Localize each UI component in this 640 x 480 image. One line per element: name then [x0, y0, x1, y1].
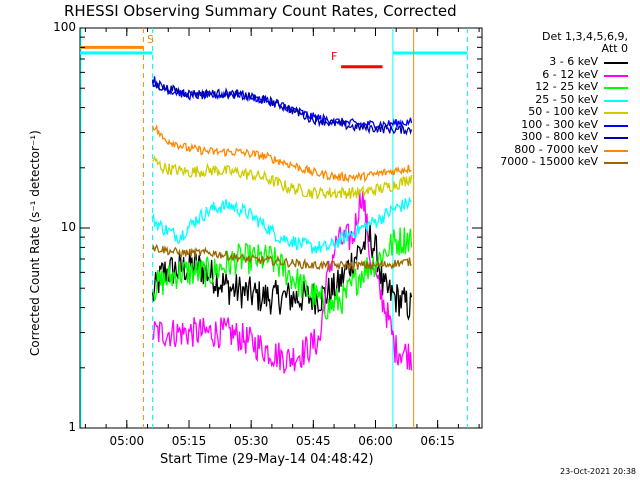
series-line-25-50-kev — [151, 196, 412, 254]
legend-detectors: Det 1,3,4,5,6,9, — [541, 30, 628, 43]
x-tick-label: 05:45 — [296, 434, 331, 448]
legend-entry: 12 - 25 keV — [535, 80, 598, 93]
series-line-800-7000-kev — [151, 124, 412, 183]
x-tick-label: 05:30 — [233, 434, 269, 448]
legend-swatch — [604, 112, 628, 114]
legend-swatch — [604, 149, 628, 152]
legend-swatch — [604, 137, 628, 139]
legend-entry: 800 - 7000 keV — [514, 142, 598, 156]
series-line-7000-15000-kev — [151, 243, 412, 272]
y-axis-label: Corrected Count Rate (s⁻¹ detector⁻¹) — [28, 130, 42, 356]
legend-entry: 100 - 300 keV — [521, 117, 598, 131]
legend-swatch — [604, 99, 628, 102]
series-line-100-300-kev — [151, 76, 413, 130]
chart-title: RHESSI Observing Summary Count Rates, Co… — [64, 2, 457, 20]
legend-attenuator: Att 0 — [601, 42, 628, 55]
y-tick-label: 10 — [60, 220, 76, 234]
legend-swatch — [604, 162, 628, 164]
legend-entry: 6 - 12 keV — [542, 67, 598, 81]
x-tick-label: 05:00 — [109, 434, 145, 448]
annotation-layer — [80, 28, 468, 428]
flare-flag-label: F — [331, 50, 338, 63]
series-line-6-12-kev — [151, 190, 413, 374]
legend-entry: 50 - 100 keV — [528, 105, 598, 118]
attenuator-flag-label: S — [147, 33, 154, 46]
x-tick-label: 06:00 — [358, 434, 393, 448]
series-line-12-25-kev — [152, 227, 413, 320]
legend-entry: 25 - 50 keV — [535, 92, 598, 106]
legend-swatch — [604, 62, 628, 64]
legend-entry: 300 - 800 keV — [521, 130, 598, 143]
y-tick-label: 1 — [68, 420, 76, 434]
generation-timestamp: 23-Oct-2021 20:38 — [560, 467, 636, 476]
x-axis-label: Start Time (29-May-14 04:48:42) — [160, 452, 374, 467]
legend-swatch — [604, 124, 628, 127]
series-layer — [151, 76, 413, 374]
legend-swatch — [604, 74, 628, 77]
x-tick-label: 06:15 — [420, 434, 455, 448]
series-line-50-100-kev — [151, 154, 413, 200]
x-tick-label: 05:15 — [171, 434, 207, 448]
plot-frame — [79, 27, 483, 429]
tick-layer — [80, 27, 482, 429]
legend-entry: 3 - 6 keV — [549, 55, 598, 68]
series-line-300-800-kev — [151, 80, 413, 136]
legend-swatch — [604, 87, 628, 89]
legend-entry: 7000 - 15000 keV — [500, 155, 598, 168]
y-tick-label: 100 — [53, 20, 76, 34]
